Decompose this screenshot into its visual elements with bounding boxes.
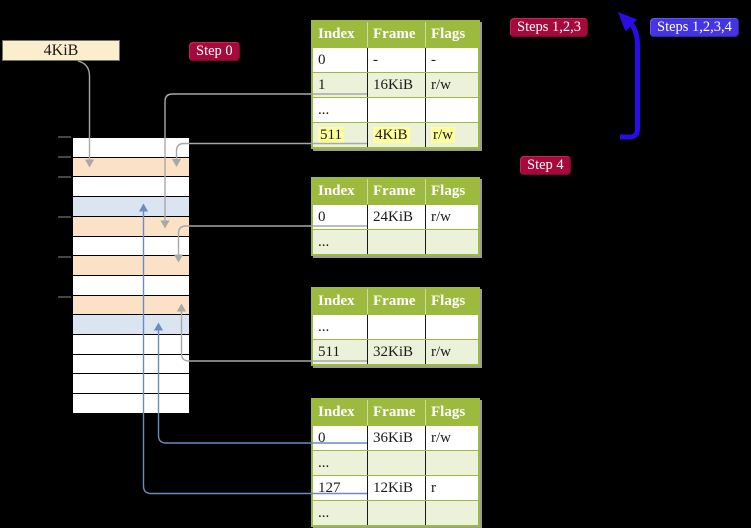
memory-row-11 xyxy=(73,335,189,355)
page-table-1-row-2: ... xyxy=(313,97,478,122)
memory-row-13 xyxy=(73,374,189,395)
page-table-3-header-index: Index xyxy=(318,293,355,309)
memory-row-10 xyxy=(73,315,189,336)
page-table-4-cell: ... xyxy=(318,455,330,471)
page-table-1-header-index: Index xyxy=(318,26,355,42)
page-table-2-row-1: ... xyxy=(313,229,478,254)
page-table-1-cell: - xyxy=(367,48,425,72)
page-table-3-header-flags: Flags xyxy=(425,289,478,314)
page-table-3-cell: ... xyxy=(318,319,330,335)
page-table-4: Index Frame Flags 0 36KiB r/w... 127 12KiB r... xyxy=(311,398,480,527)
memory-row-12 xyxy=(73,354,189,375)
page-table-4-cell xyxy=(425,451,478,475)
page-table-4-header-frame: Frame xyxy=(367,400,425,425)
page-table-1-cell: r/w xyxy=(425,73,478,97)
page-table-1-row-3: 511 4KiB r/w xyxy=(313,122,478,147)
page-table-3-header-row: Index Frame Flags xyxy=(313,289,478,314)
memory-row-5 xyxy=(73,216,189,237)
page-table-2-cell: 0 xyxy=(318,209,326,225)
page-table-2-cell xyxy=(367,230,425,254)
page-table-4-cell: 127 xyxy=(318,480,341,496)
page-table-3: Index Frame Flags... 511 32KiB r/w xyxy=(311,287,480,366)
page-table-4-cell xyxy=(425,501,478,525)
memory-row-9 xyxy=(73,295,189,316)
page-table-2-cell: ... xyxy=(318,234,330,250)
step0-badge: Step 0 xyxy=(189,42,240,61)
page-table-4-cell xyxy=(367,451,425,475)
page-table-4-cell: r xyxy=(425,476,478,500)
page-table-4-cell: ... xyxy=(318,505,330,521)
page-table-2-header-flags: Flags xyxy=(425,179,478,204)
step4-badge: Step 4 xyxy=(520,156,571,175)
memory-row-2 xyxy=(73,157,189,178)
page-table-1-cell xyxy=(367,98,425,122)
memory-row-3 xyxy=(73,177,189,198)
page-table-1-header-row: Index Frame Flags xyxy=(313,22,478,47)
page-table-4-header-flags: Flags xyxy=(425,400,478,425)
page-table-3-row-1: 511 32KiB r/w xyxy=(313,339,478,364)
highlighted-value: 511 xyxy=(318,127,344,143)
arrowhead-icon xyxy=(618,12,637,32)
page-table-3-cell xyxy=(367,315,425,339)
page-table-4-cell: 12KiB xyxy=(367,476,425,500)
page-table-2: Index Frame Flags 0 24KiB r/w... xyxy=(311,177,480,256)
page-table-1-cell: - xyxy=(425,48,478,72)
page-table-2-cell: r/w xyxy=(425,205,478,229)
memory-row-6 xyxy=(73,236,189,257)
page-table-1-cell: 16KiB xyxy=(367,73,425,97)
page-table-3-cell: 511 xyxy=(318,344,340,360)
memory-row-8 xyxy=(73,275,189,296)
memory-row-7 xyxy=(73,256,189,276)
memory-row-4 xyxy=(73,197,189,217)
page-table-3-cell xyxy=(425,315,478,339)
memory-row-14 xyxy=(73,394,189,413)
steps1234-badge: Steps 1,2,3,4 xyxy=(650,18,739,37)
page-table-1-row-0: 0 -- xyxy=(313,47,478,72)
page-table-2-cell xyxy=(425,230,478,254)
page-table-4-cell: r/w xyxy=(425,426,478,450)
page-table-3-cell: r/w xyxy=(425,340,478,364)
page-table-1-cell: 511 xyxy=(313,123,367,147)
connector-steps-loop xyxy=(618,12,640,140)
page-table-1-cell xyxy=(425,98,478,122)
page-table-2-row-0: 0 24KiB r/w xyxy=(313,204,478,229)
page-table-4-cell: 36KiB xyxy=(367,426,425,450)
page-size-label: 4KiB xyxy=(2,40,120,61)
page-table-1-cell: 0 xyxy=(318,52,326,68)
page-table-1-header-frame: Frame xyxy=(367,22,425,47)
page-table-3-cell: 32KiB xyxy=(367,340,425,364)
page-table-3-header-frame: Frame xyxy=(367,289,425,314)
page-table-4-row-0: 0 36KiB r/w xyxy=(313,425,478,450)
page-table-4-header-index: Index xyxy=(318,404,355,420)
highlighted-value: r/w xyxy=(431,127,455,143)
page-table-4-row-2: 127 12KiB r xyxy=(313,475,478,500)
page-table-4-cell: 0 xyxy=(318,430,326,446)
physical-memory-column xyxy=(72,137,190,414)
steps123-badge: Steps 1,2,3 xyxy=(510,18,589,37)
page-table-1-row-1: 1 16KiB r/w xyxy=(313,72,478,97)
page-table-4-cell xyxy=(367,501,425,525)
page-table-1-cell: 4KiB xyxy=(367,123,425,147)
page-table-2-header-row: Index Frame Flags xyxy=(313,179,478,204)
highlighted-value: 4KiB xyxy=(373,127,410,143)
page-table-2-header-frame: Frame xyxy=(367,179,425,204)
page-table-1-cell: ... xyxy=(318,102,330,118)
page-table-1-header-flags: Flags xyxy=(425,22,478,47)
page-table-4-row-1: ... xyxy=(313,450,478,475)
memory-row-1 xyxy=(73,138,189,158)
page-table-2-cell: 24KiB xyxy=(367,205,425,229)
page-table-2-header-index: Index xyxy=(318,183,355,199)
page-table-1-cell: r/w xyxy=(425,123,478,147)
page-table-1: Index Frame Flags 0- -1 16KiB r/w... 511 4KiB r/w xyxy=(311,20,480,149)
page-table-1-cell: 1 xyxy=(318,77,326,93)
page-table-3-row-0: ... xyxy=(313,314,478,339)
page-table-4-row-3: ... xyxy=(313,500,478,525)
page-table-4-header-row: Index Frame Flags xyxy=(313,400,478,425)
